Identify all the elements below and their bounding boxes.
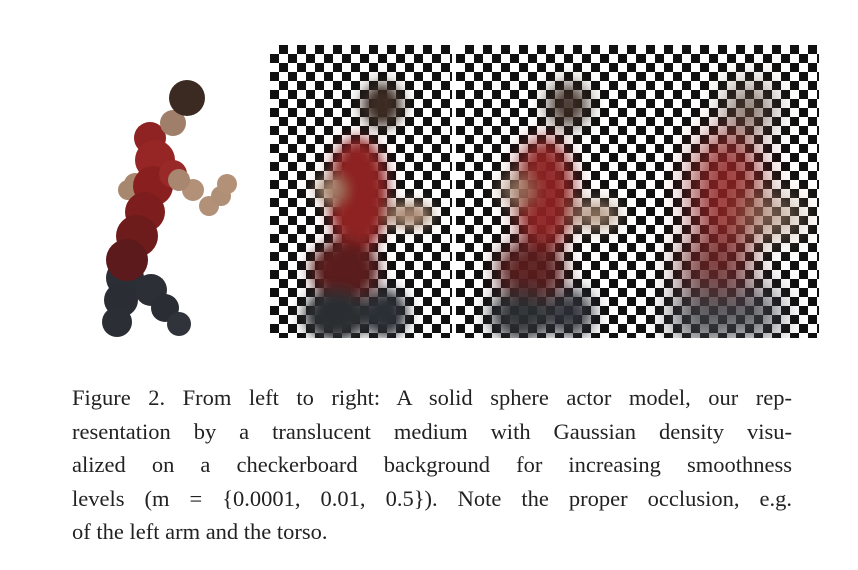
caption-line-4: levels (m = {0.0001, 0.01, 0.5}). Note t… <box>72 485 792 511</box>
translucent-actor-render <box>490 83 618 338</box>
caption-line-3: alized on a checkerboard background for … <box>72 452 792 477</box>
gaussian-density-panel-m-0.0001 <box>270 45 452 338</box>
translucent-actor-render <box>304 83 432 338</box>
caption-line-1: Figure 2. From left to right: A solid sp… <box>72 385 792 410</box>
translucent-actor-render <box>671 85 801 338</box>
gaussian-density-panel-m-0.01 <box>456 45 638 338</box>
caption-line-5: of the left arm and the torso. <box>72 519 328 544</box>
caption-line-2: resentation by a translucent medium with… <box>72 418 792 444</box>
gaussian-density-panel-m-0.5 <box>637 45 819 338</box>
solid-sphere-actor-model <box>102 80 237 337</box>
figure-2 <box>102 45 819 338</box>
figure-caption: Figure 2. From left to right: A solid sp… <box>72 381 792 549</box>
